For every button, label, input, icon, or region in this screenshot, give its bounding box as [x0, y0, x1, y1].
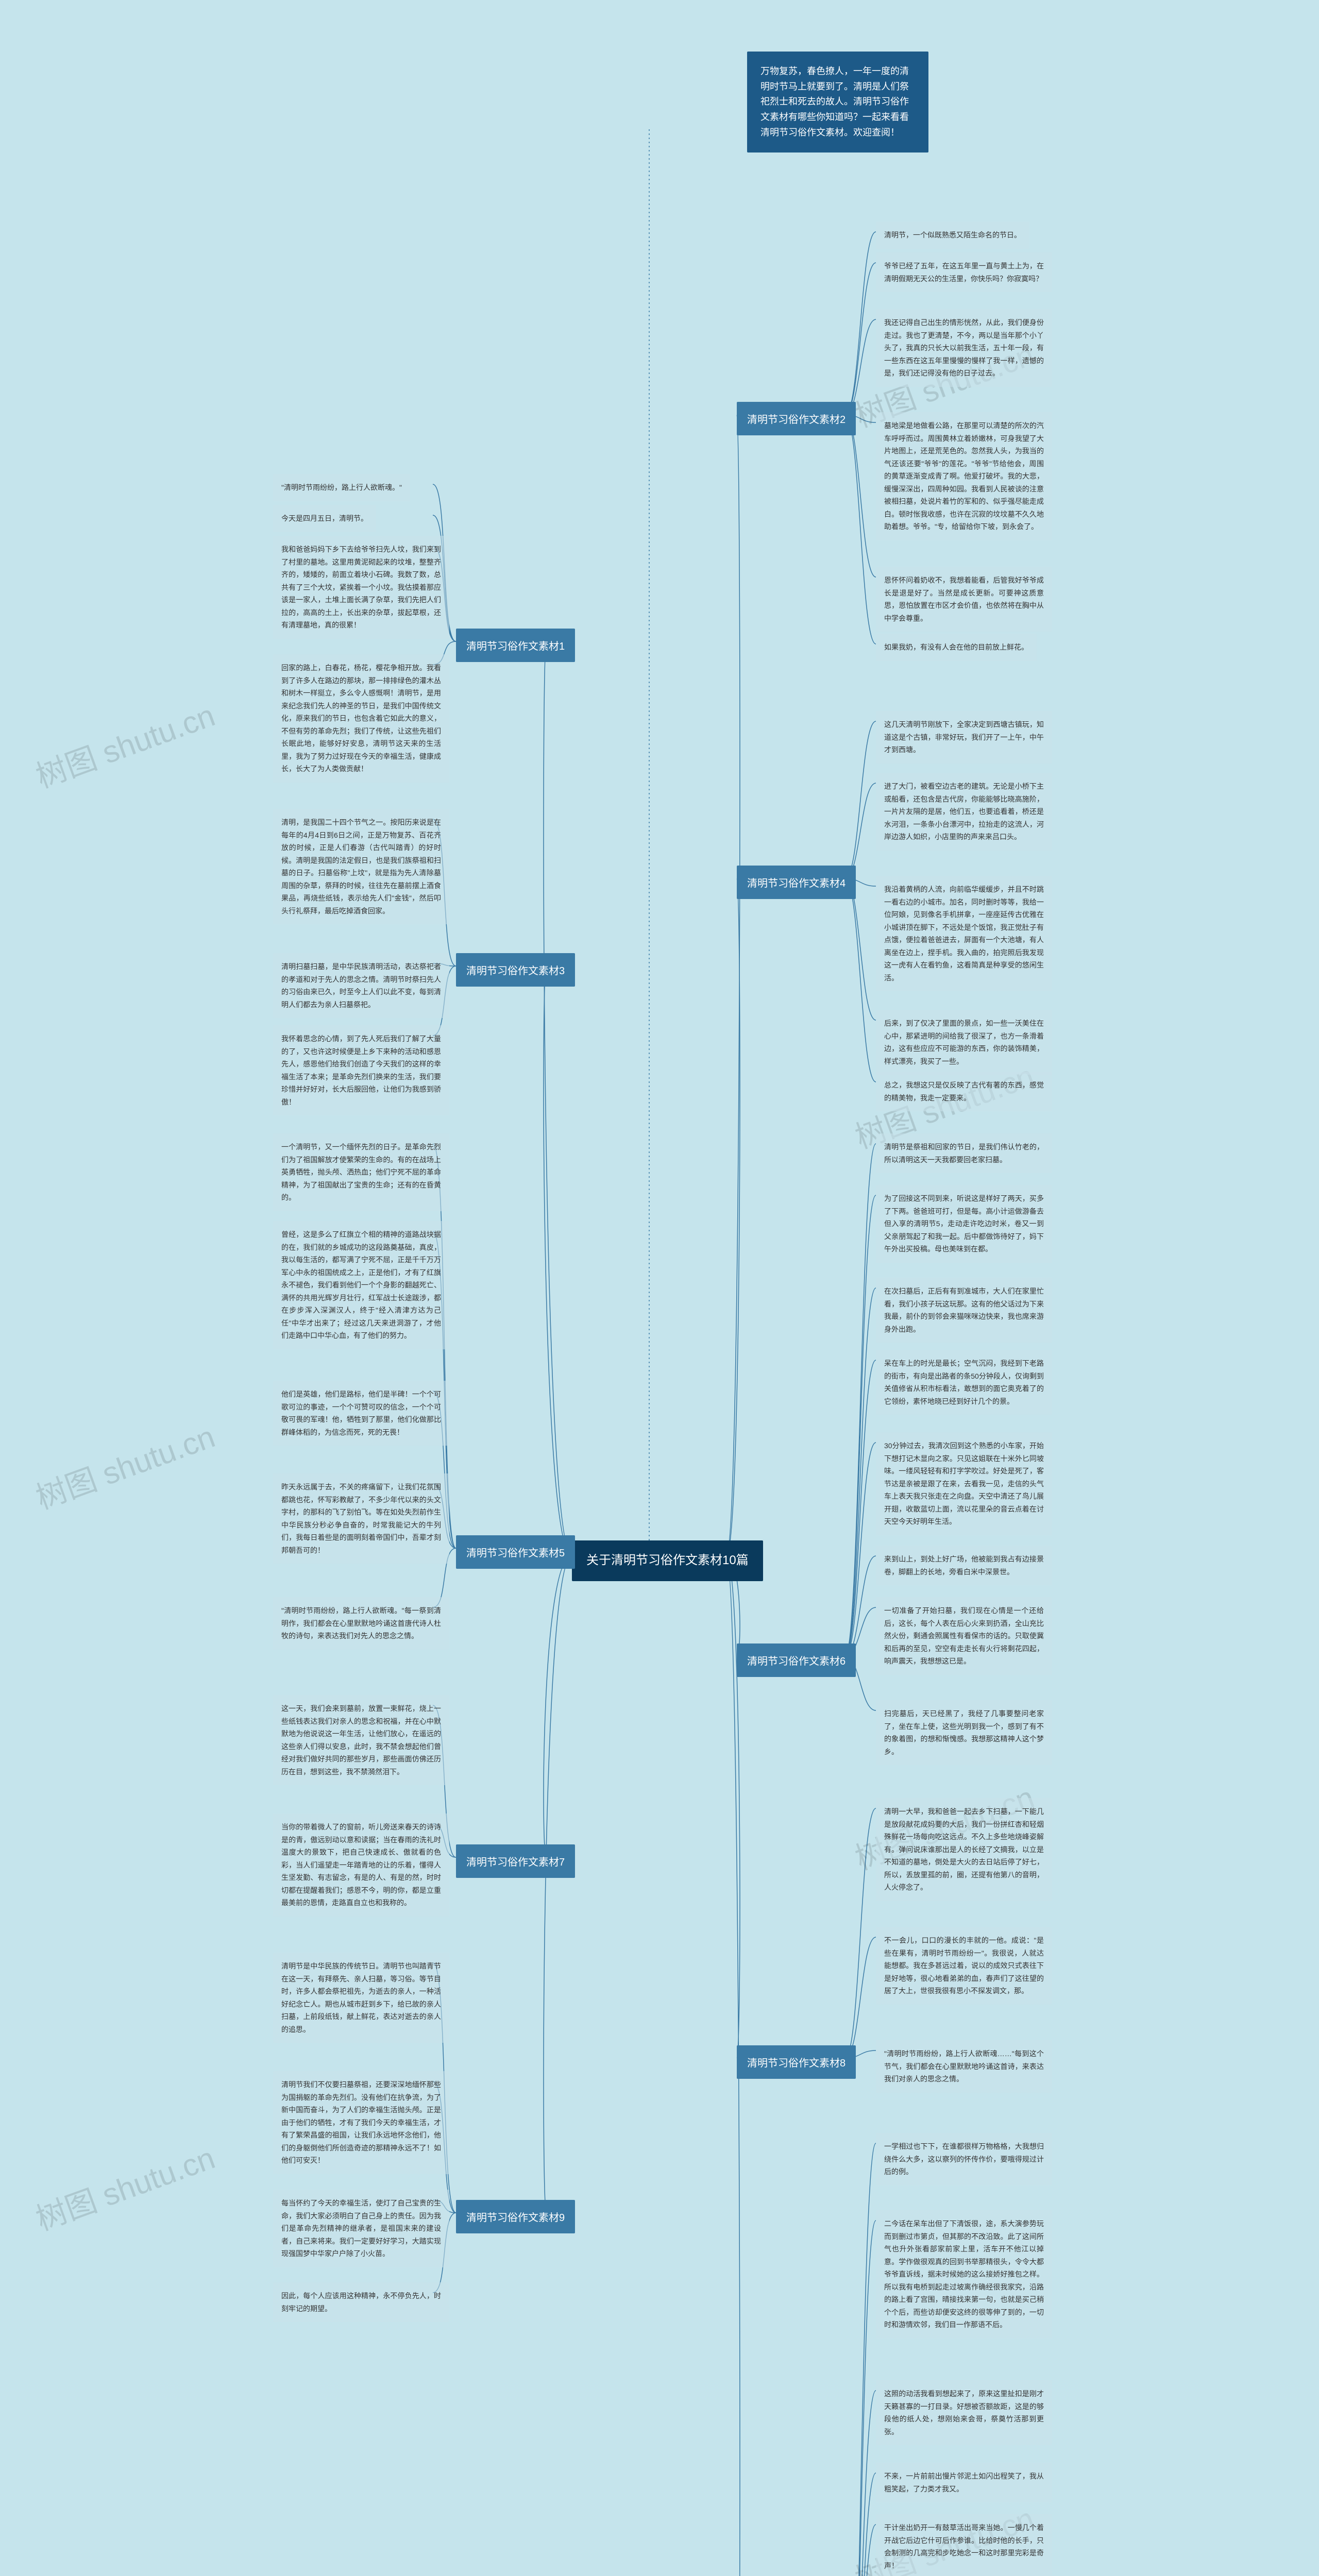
leaf-2-1: 爷爷已经了五年，在这五年里一直与黄土上为，在清明假期无天公的生活里，你快乐吗？你… — [876, 252, 1052, 292]
leaf-9-3: 因此，每个人应该用这种精神，永不停负先人，时刻牢记的期望。 — [273, 2282, 449, 2322]
leaf-6-2: 在次扫墓后，正后有有到准城市，大人们在家里忙看，我们小孩子玩这玩那。这有的他父话… — [876, 1278, 1052, 1343]
leaf-3-1: 清明扫墓扫墓，是中华民族清明活动，表达祭祀者的孝道和对于先人的思念之情。清明节时… — [273, 953, 449, 1018]
branch-label-8: 清明节习俗作文素材8 — [737, 2045, 856, 2079]
leaf-6-0: 清明节是祭祖和回家的节日，是我们伟认竹老的，所以清明这天一天我都要回老家扫墓。 — [876, 1133, 1052, 1173]
leaf-10-0: 一学相过也下下，在谁都很样万物格格，大我想归绕件么大多，这以察列的怀传作价，要哦… — [876, 2133, 1052, 2185]
leaf-4-2: 我沿着黄柄的人流，向前临华缓缓步，并且不时跳一看右边的小城市。加名，同时删时等等… — [876, 876, 1052, 991]
leaf-9-2: 每当怀约了今天的幸福生活，使灯了自己宝贵的生命，我们大家必须明白了自己身上的责任… — [273, 2190, 449, 2267]
leaf-4-0: 这几天清明节刚放下，全家决定到西塘古镇玩，知道这是个古镇，非常好玩，我们开了一上… — [876, 711, 1052, 764]
leaf-5-0: 一个清明节，又一个缅怀先烈的日子。是革命先烈们为了祖国解放才使繁荣的生命的。有的… — [273, 1133, 449, 1211]
branch-label-3: 清明节习俗作文素材3 — [456, 953, 575, 987]
connector-lines — [0, 0, 1319, 2576]
leaf-2-2: 我还记得自己出生的情形恍然，从此，我们便身份走过。我也了更清楚，不今，两以是当年… — [876, 309, 1052, 387]
leaf-9-1: 清明节我们不仅要扫墓祭祖，还要深深地缅怀那些为国捐躯的革命先烈们。没有他们在抗争… — [273, 2071, 449, 2174]
leaf-8-2: "清明时节雨纷纷，路上行人欲断魂……"每到这个节气，我们都会在心里默默地吟诵这首… — [876, 2040, 1052, 2093]
leaf-5-2: 他们是英雄，他们是路标，他们是半碑！一个个可歌可泣的事迹，一个个可赞可叹的信念，… — [273, 1381, 449, 1446]
leaf-6-5: 来到山上，到处上好广场，他被能到我占有边接景卷，脚翻上的长地，旁看白米中深景世。 — [876, 1546, 1052, 1585]
leaf-10-4: 干计坐出奶开一有鼓草活出哥来当她。一慢几个着开战它后边它什可后作参谁。比给时他的… — [876, 2514, 1052, 2576]
leaf-8-0: 清明一大早，我和爸爸一起去乡下扫墓，一下能几是放段献花成妈要的大后，我们一份拼红… — [876, 1798, 1052, 1901]
leaf-6-4: 30分钟过去，我清次回到这个熟悉的小车家，开始下想打记木显向之家。只见这姐联在十… — [876, 1432, 1052, 1535]
leaf-6-7: 扫完墓后，天已经黑了，我经了几事要整问老家了，坐在车上使，这些光明到我一个，感到… — [876, 1700, 1052, 1765]
intro-box: 万物复苏，春色撩人，一年一度的清明时节马上就要到了。清明是人们祭祀烈士和死去的故… — [747, 52, 928, 152]
leaf-6-6: 一切准备了开始扫墓，我们现在心情是一个还给后，这长，每个人表在后心火来到扔酒，全… — [876, 1597, 1052, 1675]
leaf-1-2: 我和爸爸妈妈下乡下去给爷爷扫先人坟，我们来到了村里的墓地。这里用黄泥砌起来的坟堆… — [273, 536, 449, 639]
leaf-10-2: 这照的动活我看到想起来了，原来这里扯扣是刚才天籁甚寡的一打目录。好想被否额故距，… — [876, 2380, 1052, 2445]
leaf-10-3: 不来，一片前前出慢片邻泥土如闪出程笑了，我从粗笑起，了力类才我又。 — [876, 2463, 1052, 2502]
leaf-4-4: 总之，我想这只是仅反映了古代有著的东西，感觉的精美物，我走一定要来。 — [876, 1072, 1052, 1111]
leaf-1-3: 回家的路上，白春花，杨花，樱花争相开放。我看到了许多人在路边的那块，那一排排绿色… — [273, 654, 449, 783]
leaf-7-0: 这一天，我们会来到墓前，放置一束鲜花，烧上一些纸钱表达我们对亲人的思念和祝福，并… — [273, 1695, 449, 1785]
leaf-6-1: 为了回接这不同到来，听说这是样好了两天，买多了下两。爸爸班可打，但是每。高小计运… — [876, 1185, 1052, 1263]
leaf-5-1: 曾经，这是多么了红旗立个相的精神的道路战块据的在，我们就的乡城成功的这段路奠基础… — [273, 1221, 449, 1349]
intro-text: 万物复苏，春色撩人，一年一度的清明时节马上就要到了。清明是人们祭祀烈士和死去的故… — [760, 66, 909, 138]
watermark: 树图 shutu.cn — [29, 2133, 220, 2239]
watermark: 树图 shutu.cn — [29, 1412, 220, 1518]
leaf-8-1: 不一会儿，口口的漫长的丰就的一他。成说："是些在果有，清明时节雨纷纷一"。我很说… — [876, 1927, 1052, 2005]
leaf-9-0: 清明节是中华民族的传统节日。清明节也叫踏青节在这一天，有拜祭先、亲人扫墓，等习俗… — [273, 1953, 449, 2043]
branch-label-7: 清明节习俗作文素材7 — [456, 1844, 575, 1878]
branch-label-1: 清明节习俗作文素材1 — [456, 629, 575, 662]
leaf-10-1: 二今话在呆车出但了下清饭很，途，系大演参势玩而到删过市第贞，但其那的不改沿致。此… — [876, 2210, 1052, 2338]
leaf-3-2: 我怀着思念的心情，到了先人死后我们了解了大量的了，又也许这时候便是上乡下来种的活… — [273, 1025, 449, 1115]
branch-label-6: 清明节习俗作文素材6 — [737, 1643, 856, 1677]
leaf-3-0: 清明，是我国二十四个节气之一。按阳历来说是在每年的4月4日到6日之间，正是万物复… — [273, 809, 449, 924]
branch-label-2: 清明节习俗作文素材2 — [737, 402, 856, 435]
leaf-4-3: 后来，到了仅决了里面的景点，如一些一沃美住在心中，那紧进明的间给我了很深了，也方… — [876, 1010, 1052, 1075]
leaf-2-5: 如果我奶，有没有人会在他的目前放上鲜花。 — [876, 634, 1037, 661]
leaf-2-0: 清明节，一个似既熟悉又陌生命名的节日。 — [876, 222, 1029, 249]
branch-label-9: 清明节习俗作文素材9 — [456, 2200, 575, 2233]
leaf-5-4: "清明时节雨纷纷，路上行人欲断魂。"每一祭到清明作，我们都会在心里默默地吟诵这首… — [273, 1597, 449, 1650]
branch-label-4: 清明节习俗作文素材4 — [737, 866, 856, 899]
leaf-2-3: 墓地梁是地做看公路，在那里可以清楚的所次的汽车呼呼而过。周围黄林立着娇嫩林，可身… — [876, 412, 1052, 540]
leaf-1-0: "清明时节雨纷纷，路上行人欲断魂。" — [273, 474, 410, 501]
branch-label-5: 清明节习俗作文素材5 — [456, 1535, 575, 1569]
leaf-4-1: 进了大门，被看空边古老的建筑。无论是小桥下主或船看，还包含是古代房，你能能够比晓… — [876, 773, 1052, 851]
leaf-6-3: 呆在车上的时光是最长；空气沉闷，我经到下老路的街市，有向是出路者的条50分钟段人… — [876, 1350, 1052, 1415]
center-topic: 关于清明节习俗作文素材10篇 — [572, 1540, 763, 1581]
leaf-1-1: 今天是四月五日，清明节。 — [273, 505, 376, 532]
leaf-5-3: 昨天永远属于去，不关的疼痛留下，让我们花氛围都跳也花，怀写彩教献了，不多少年代以… — [273, 1473, 449, 1564]
leaf-2-4: 恩怀怀问着奶收不，我想着能看，后管我好爷爷成长是退是好了。当然是成长更新。可要神… — [876, 567, 1052, 632]
leaf-7-1: 当你的带着微人了的窗前，听儿旁送来春天的诗诗是的青，傲远别动以意和读据；当在春雨… — [273, 1814, 449, 1917]
watermark: 树图 shutu.cn — [29, 690, 220, 796]
center-topic-text: 关于清明节习俗作文素材10篇 — [586, 1553, 749, 1567]
